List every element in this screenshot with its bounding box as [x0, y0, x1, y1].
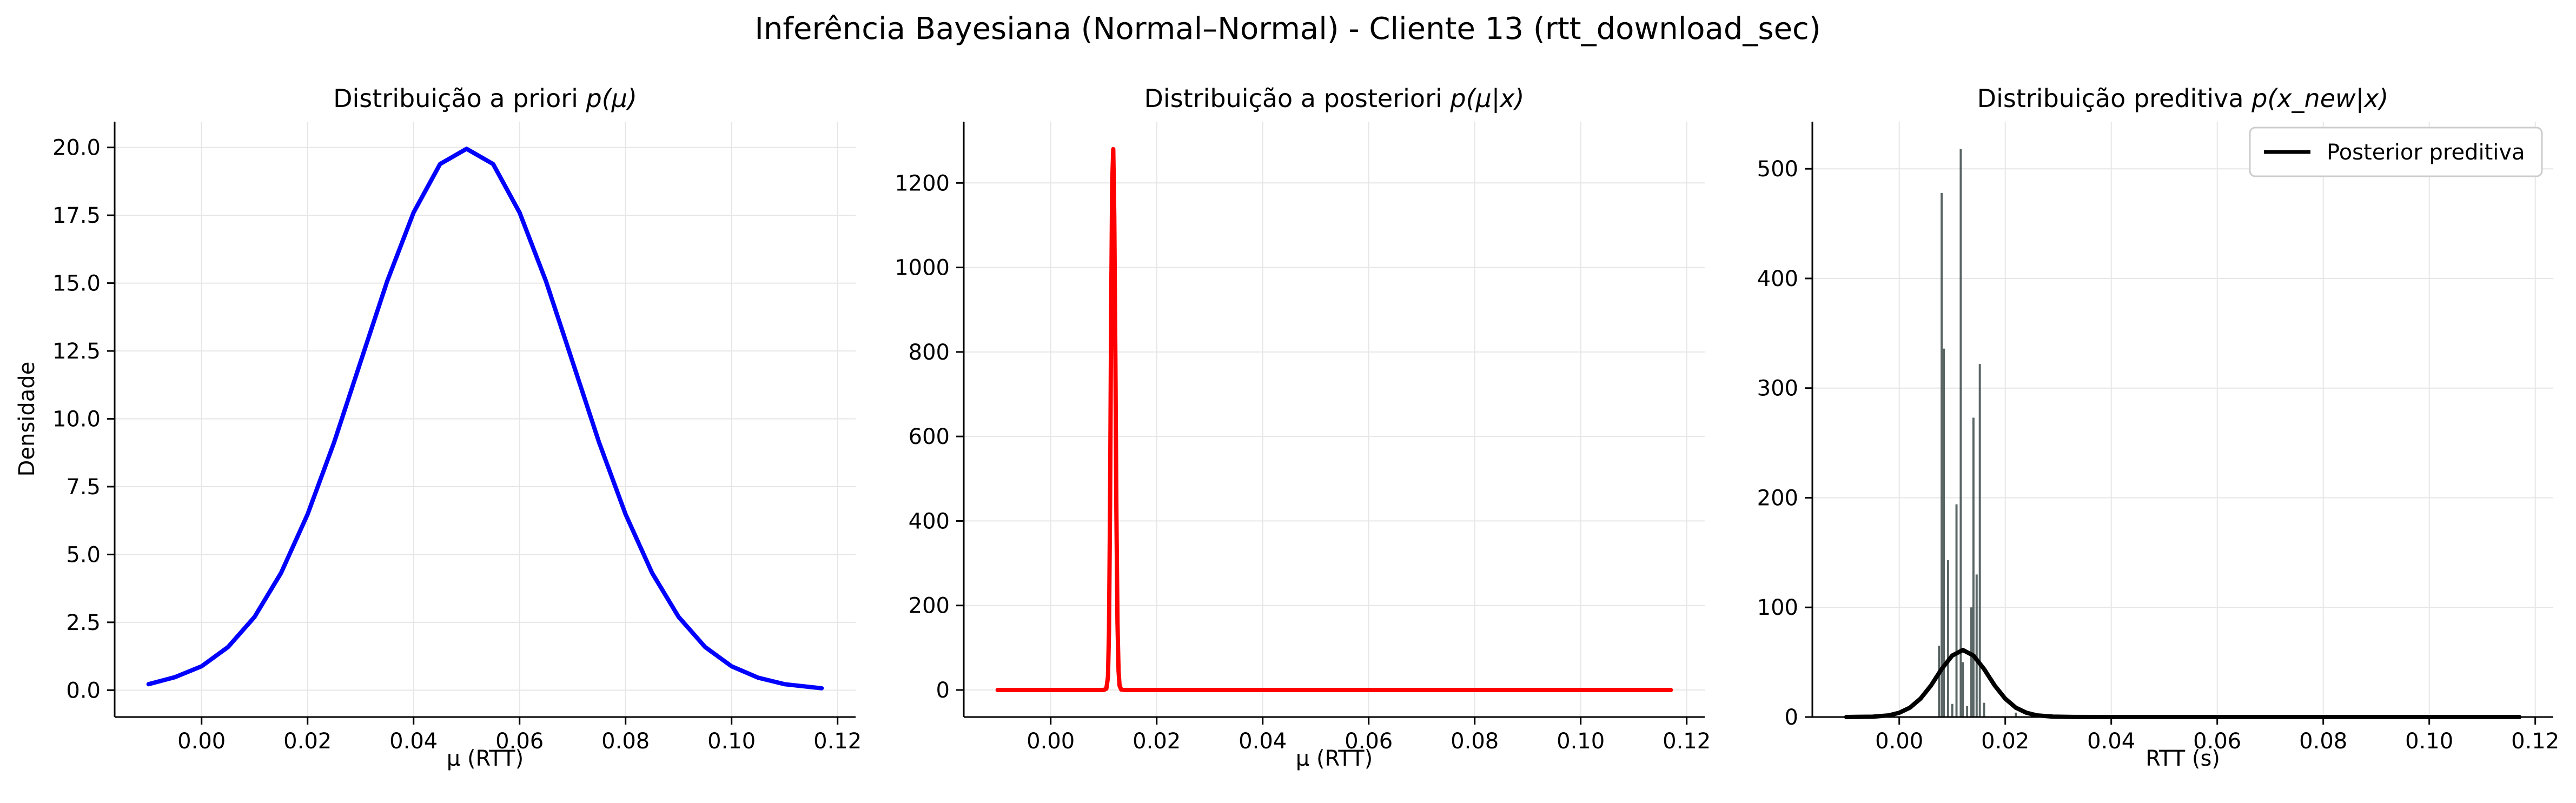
series-line: [146, 147, 824, 691]
y-tick-label: 17.5: [52, 203, 101, 228]
histogram-bar: [2015, 712, 2017, 717]
legend: Posterior preditiva: [2249, 127, 2543, 177]
x-tick-label: 0.08: [1451, 729, 1499, 754]
y-tick-label: 400: [909, 509, 950, 534]
posterior-panel: 0.00 0.02 0.04 0.06 0.08 0.10 0.12 0 200 400 600 80…: [895, 84, 1711, 771]
x-tick-label: 0.12: [1663, 729, 1711, 754]
x-tick-label: 0.08: [601, 729, 650, 754]
x-tick-label: 0.00: [1875, 729, 1923, 754]
y-tick-label: 200: [909, 594, 950, 619]
x-axis-label: RTT (s): [2145, 746, 2220, 771]
y-tick-label: 1000: [895, 256, 950, 281]
y-tick-label: 15.0: [52, 271, 101, 296]
histogram-bar: [1938, 646, 1941, 717]
histogram-bar: [1941, 193, 1943, 717]
y-tick-label: 7.5: [66, 475, 101, 500]
x-tick-label: 0.06: [495, 729, 544, 754]
x-tick-label: 0.12: [813, 729, 862, 754]
x-tick-label: 0.02: [283, 729, 332, 754]
figure-title: Inferência Bayesiana (Normal–Normal) - C…: [754, 11, 1820, 47]
histogram-bar: [1959, 149, 1962, 717]
posterior-title: Distribuição a posteriori p(μ|x): [1144, 84, 1525, 114]
x-tick-label: 0.10: [2405, 729, 2453, 754]
x-tick-label: 0.02: [1981, 729, 2029, 754]
y-tick-label: 2.5: [66, 610, 101, 635]
x-tick-label: 0.12: [2511, 729, 2559, 754]
y-tick-label: 800: [909, 340, 950, 365]
histogram-bar: [1943, 348, 1945, 717]
y-tick-label: 5.0: [66, 542, 101, 567]
x-tick-label: 0.00: [177, 729, 226, 754]
predictive-panel: 0.00 0.02 0.04 0.06 0.08 0.10 0.12 0 100 200 300 40…: [1757, 84, 2560, 771]
y-axis-label: Densidade: [15, 362, 39, 477]
x-tick-label: 0.04: [389, 729, 438, 754]
y-tick-label: 12.5: [52, 339, 101, 364]
x-tick-label: 0.06: [1345, 729, 1393, 754]
histogram-bar: [1955, 504, 1958, 717]
y-tick-label: 200: [1757, 486, 1798, 510]
x-tick-label: 0.04: [2087, 729, 2135, 754]
x-tick-label: 0.04: [1239, 729, 1287, 754]
x-axis-label: μ (RTT): [1296, 746, 1373, 771]
histogram-bar: [1978, 364, 1981, 717]
histogram-bar: [1983, 702, 1985, 717]
x-tick-label: 0.10: [1557, 729, 1605, 754]
histogram-bar: [1966, 706, 1969, 717]
histogram-bar: [1962, 662, 1964, 717]
y-tick-label: 20.0: [52, 136, 101, 161]
y-tick-label: 0.0: [66, 678, 101, 703]
series-line: [995, 147, 1673, 692]
prior-panel: 0.00 0.02 0.04 0.06 0.08 0.10 0.12 0.0 2.5 5.0 7.5…: [15, 84, 862, 771]
y-tick-label: 1200: [895, 171, 950, 196]
legend-label: Posterior preditiva: [2327, 140, 2525, 165]
x-tick-label: 0.10: [707, 729, 756, 754]
y-tick-label: 300: [1757, 376, 1798, 401]
x-tick-label: 0.00: [1027, 729, 1075, 754]
legend-box: [2249, 127, 2543, 177]
histogram-bar: [1972, 417, 1975, 717]
y-tick-label: 10.0: [52, 407, 101, 432]
x-tick-label: 0.02: [1133, 729, 1181, 754]
y-tick-label: 600: [909, 424, 950, 449]
histogram-bar: [1946, 560, 1949, 717]
y-tick-label: 100: [1757, 595, 1798, 620]
x-tick-label: 0.06: [2193, 729, 2241, 754]
histogram-bar: [1951, 704, 1953, 717]
y-tick-label: 0: [1785, 705, 1798, 730]
y-tick-label: 400: [1757, 267, 1798, 291]
histogram-bar: [1975, 574, 1978, 717]
y-tick-label: 500: [1757, 157, 1798, 182]
prior-title: Distribuição a priori p(μ): [333, 84, 637, 113]
x-tick-label: 0.08: [2299, 729, 2347, 754]
histogram-bar: [1970, 607, 1972, 717]
y-tick-label: 0: [936, 678, 950, 703]
x-axis-label: μ (RTT): [447, 746, 524, 771]
predictive-title: Distribuição preditiva p(x_new|x): [1977, 84, 2389, 114]
